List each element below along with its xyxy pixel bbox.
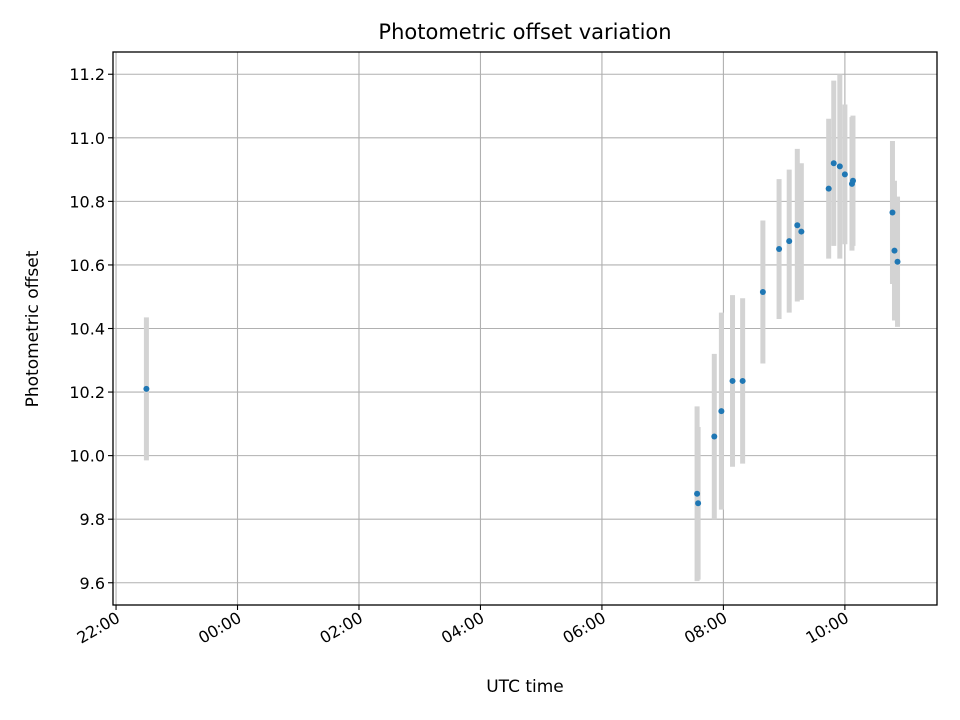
data-point	[786, 238, 793, 245]
data-point	[711, 433, 718, 440]
data-point	[718, 408, 725, 415]
data-point	[143, 385, 150, 392]
y-axis-label: Photometric offset	[23, 250, 43, 407]
data-points	[143, 160, 901, 507]
y-tick-label: 9.8	[80, 510, 105, 529]
data-point	[739, 377, 746, 384]
data-point	[776, 246, 783, 253]
data-point	[798, 228, 805, 235]
data-point	[729, 377, 736, 384]
y-tick-label: 11.2	[69, 65, 105, 84]
y-tick-label: 9.6	[80, 574, 105, 593]
y-tick-label: 10.2	[69, 383, 105, 402]
data-point	[825, 185, 832, 192]
data-point	[830, 160, 837, 167]
y-tick-label: 11.0	[69, 129, 105, 148]
data-point	[841, 171, 848, 178]
data-point	[759, 288, 766, 295]
y-tick-label: 10.8	[69, 192, 105, 211]
data-point	[894, 258, 901, 265]
chart-title: Photometric offset variation	[378, 20, 671, 44]
data-point	[836, 163, 843, 170]
y-tick-label: 10.0	[69, 447, 105, 466]
data-point	[695, 500, 702, 507]
data-point	[849, 177, 856, 184]
data-point	[794, 222, 801, 229]
y-tick-label: 10.4	[69, 320, 105, 339]
y-tick-label: 10.6	[69, 256, 105, 275]
data-point	[694, 490, 701, 497]
data-point	[891, 247, 898, 254]
x-axis-label: UTC time	[486, 677, 564, 697]
data-point	[889, 209, 896, 216]
